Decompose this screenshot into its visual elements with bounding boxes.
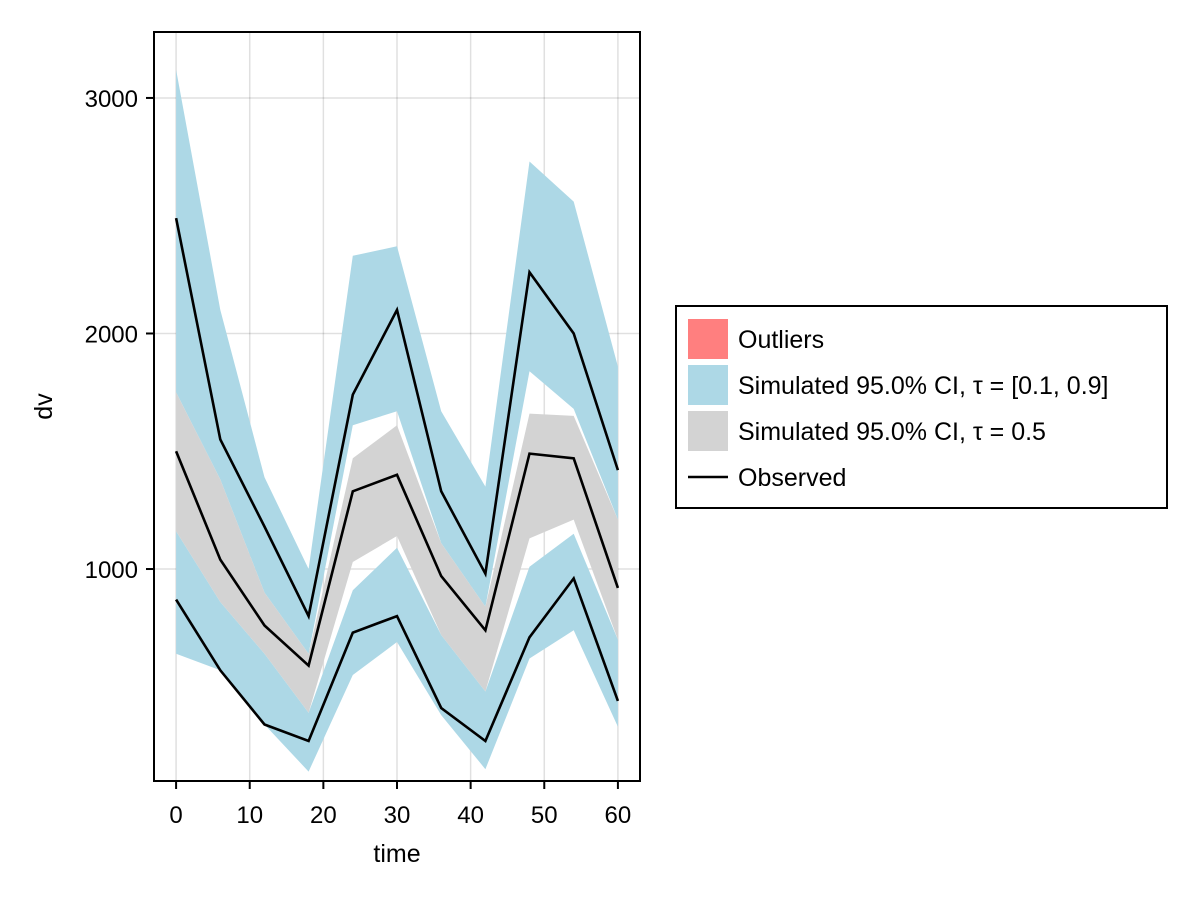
legend-label: Simulated 95.0% CI, τ = [0.1, 0.9]: [738, 372, 1109, 400]
ci-band-1: [176, 531, 618, 772]
x-tick-label: 30: [384, 802, 411, 829]
y-axis-title: dv: [30, 393, 58, 420]
legend-label: Observed: [738, 464, 846, 492]
legend-swatch: [688, 411, 728, 451]
legend-box: [675, 305, 1168, 509]
ci-band-2: [176, 392, 618, 713]
x-tick-label: 0: [169, 802, 182, 829]
x-tick-label: 20: [310, 802, 337, 829]
grid: [154, 32, 640, 781]
x-axis-title: time: [373, 840, 420, 868]
x-tick-label: 50: [531, 802, 558, 829]
observed-line-0: [174, 217, 620, 621]
legend-swatch: [688, 365, 728, 405]
ci-band-0: [176, 69, 618, 654]
legend-label: Simulated 95.0% CI, τ = 0.5: [738, 418, 1046, 446]
y-tick-label: 2000: [85, 321, 138, 348]
axis-ticks: 0 10 20 30 40 50 60 1000 2000 3000: [85, 86, 632, 829]
observed-line-1: [174, 450, 620, 669]
observed-lines: [174, 217, 620, 744]
x-tick-label: 40: [457, 802, 484, 829]
legend-label: Outliers: [738, 326, 824, 354]
x-tick-label: 60: [605, 802, 632, 829]
ci-bands: [176, 69, 618, 772]
legend-swatch: [688, 319, 728, 359]
legend: Outliers Simulated 95.0% CI, τ = [0.1, 0.…: [675, 305, 1168, 509]
y-tick-label: 1000: [85, 557, 138, 584]
y-tick-label: 3000: [85, 86, 138, 113]
x-tick-label: 10: [236, 802, 263, 829]
observed-line-2: [174, 575, 620, 744]
